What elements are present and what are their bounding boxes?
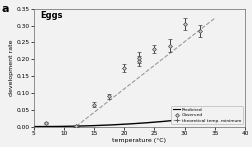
Legend: Predicted, Observed, theoretical temp. minimum: Predicted, Observed, theoretical temp. m… <box>171 106 242 124</box>
X-axis label: temperature (°C): temperature (°C) <box>112 138 166 143</box>
Text: a: a <box>2 4 9 14</box>
Text: Eggs: Eggs <box>40 11 62 20</box>
Y-axis label: development rate: development rate <box>9 39 14 96</box>
